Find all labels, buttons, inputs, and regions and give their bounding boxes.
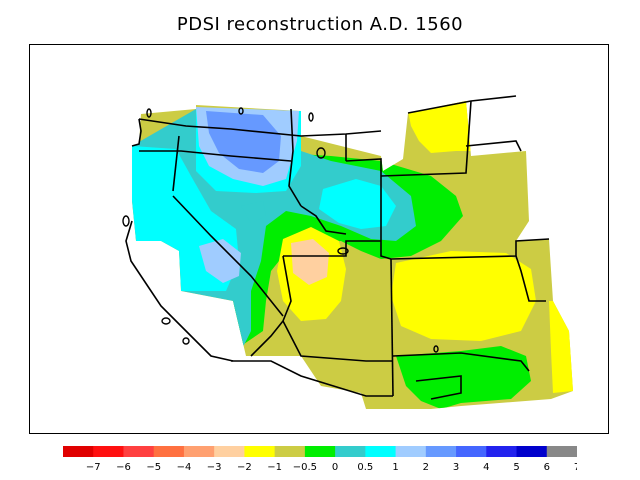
legend-swatch: [183, 446, 215, 457]
lake-mark-1: [146, 108, 152, 118]
region-yellow-southeast: [549, 301, 573, 393]
legend-swatch: [425, 446, 457, 457]
legend-tick-label: 6: [544, 462, 550, 473]
lake-mark-5: [433, 345, 439, 353]
boundary-ca-nv-north: [172, 135, 180, 192]
boundary-az-ut: [282, 320, 393, 362]
legend-swatch: [274, 446, 306, 457]
legend-tick-label: 4: [483, 462, 489, 473]
pdsi-fill-layer: [132, 101, 573, 409]
boundary-co-east: [515, 255, 546, 302]
legend-swatch: [153, 446, 185, 457]
boundary-id-mt: [300, 205, 347, 235]
boundary-nm-south: [415, 375, 462, 400]
legend-swatch: [123, 446, 155, 457]
boundary-wa-coast: [131, 118, 142, 147]
legend-tick-label: −2: [237, 462, 252, 473]
region-yellow-east: [391, 251, 536, 341]
boundary-ut-co: [390, 258, 394, 397]
coastline-west: [125, 220, 234, 362]
boundary-az-nm: [392, 352, 530, 372]
boundary-ca-az: [250, 320, 284, 357]
region-peach-utah: [291, 239, 329, 285]
legend-swatch: [516, 446, 548, 457]
legend-svg: −7 −6 −5 −4 −3 −2 −1 −0.5 0 0.5 1 2 3 4 5 6 7: [63, 446, 577, 473]
lake-outlines: [122, 107, 439, 353]
legend-tick-label: −5: [146, 462, 161, 473]
map-title: PDSI reconstruction A.D. 1560: [176, 14, 464, 35]
legend-swatch: [456, 446, 487, 457]
boundary-canada-west: [138, 118, 382, 137]
legend-swatch: [486, 446, 518, 457]
legend-tick-label: 3: [453, 462, 459, 473]
legend-tick-label: 0: [332, 462, 338, 473]
legend-tick-label: −1: [267, 462, 282, 473]
legend-tick-label: 7: [574, 462, 577, 473]
map-frame: [29, 44, 609, 434]
legend-tick-label: −3: [207, 462, 222, 473]
legend-tick-label: −7: [86, 462, 101, 473]
legend-swatch: [395, 446, 427, 457]
legend-swatch: [63, 446, 94, 457]
boundary-ne-ks: [380, 100, 472, 177]
region-green-south: [396, 346, 531, 409]
legend-swatch: [304, 446, 336, 457]
lake-mark-6: [238, 107, 244, 115]
legend-tick-label: −4: [177, 462, 192, 473]
region-lightblue-west: [199, 239, 241, 283]
lake-mark-4: [337, 247, 349, 255]
legend-tick-label: 5: [513, 462, 519, 473]
region-teal-small: [241, 201, 266, 223]
lake-mark-9: [182, 337, 190, 345]
legend-tick-label: 0.5: [357, 462, 373, 473]
boundary-id-west: [288, 108, 302, 207]
legend-tick-label: 2: [423, 462, 429, 473]
legend-swatch: [93, 446, 124, 457]
legend-tick-label: 1: [392, 462, 398, 473]
boundary-wy: [345, 158, 392, 260]
lake-mark-3: [316, 147, 326, 159]
region-blue-north: [206, 111, 281, 173]
legend-swatch: [244, 446, 276, 457]
legend-swatch: [365, 446, 397, 457]
lake-mark-7: [122, 215, 130, 227]
lake-mark-8: [161, 317, 171, 325]
legend-swatch: [335, 446, 366, 457]
region-cyan-central: [319, 179, 396, 229]
legend-tick-label: −6: [116, 462, 131, 473]
boundary-nv-ut: [282, 255, 292, 322]
boundary-co-north: [390, 238, 550, 260]
pdsi-map: [122, 95, 573, 409]
boundary-nd-sd: [465, 140, 522, 152]
legend-swatch: [214, 446, 245, 457]
boundary-mexico: [231, 360, 393, 397]
lake-mark-2: [308, 112, 314, 122]
boundary-ca-nv-diagonal: [172, 195, 284, 317]
legend-tick-label: −0.5: [293, 462, 317, 473]
legend-swatch: [546, 446, 577, 457]
boundary-or-wa: [139, 150, 292, 162]
pdsi-legend: −7 −6 −5 −4 −3 −2 −1 −0.5 0 0.5 1 2 3 4 5 6 7: [63, 446, 577, 476]
